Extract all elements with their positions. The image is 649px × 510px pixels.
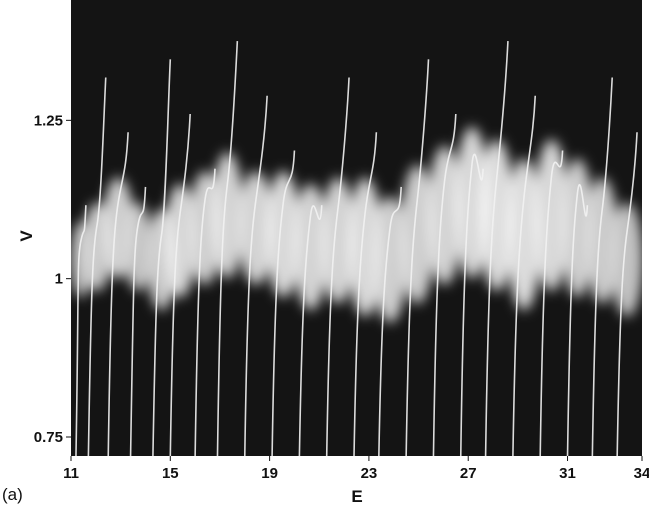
x-tick-label: 31: [559, 465, 576, 482]
resonance-glow: [293, 183, 328, 311]
resonance-glow: [479, 139, 514, 292]
resonance-line: [591, 77, 614, 456]
resonance-glow: [586, 177, 619, 304]
resonance-line: [298, 205, 323, 456]
resonance-glow: [506, 158, 542, 311]
resonance-line: [87, 77, 107, 456]
resonance-line: [539, 150, 564, 456]
resonance-line: [129, 186, 147, 456]
x-tick-label: 27: [460, 465, 477, 482]
resonance-line: [107, 132, 129, 456]
x-axis-label: E: [351, 487, 362, 506]
resonance-line: [216, 41, 239, 456]
y-tick-label: 0.75: [34, 429, 63, 446]
resonance-line: [405, 59, 430, 456]
resonance-glow: [164, 183, 197, 298]
resonance-glow: [124, 202, 152, 292]
resonance-line: [459, 153, 484, 456]
panel-label: (a): [2, 485, 23, 504]
x-tick-label: 34: [634, 465, 649, 482]
resonance-glow: [561, 158, 594, 298]
y-tick-label: 1.25: [34, 112, 63, 129]
resonance-line: [378, 186, 402, 456]
x-tick-label: 19: [261, 465, 278, 482]
resonance-glow: [372, 196, 408, 323]
resonance-glow: [211, 152, 244, 279]
y-tick-label: 1: [55, 271, 63, 288]
resonance-glow: [266, 171, 301, 298]
resonance-glow: [534, 139, 569, 292]
resonance-line: [566, 184, 589, 456]
resonance-line: [484, 41, 509, 456]
x-tick-label: 23: [361, 465, 378, 482]
resonance-glow: [427, 145, 462, 285]
resonance-line: [512, 95, 537, 456]
resonance-line: [271, 150, 296, 456]
resonance-line: [75, 205, 87, 456]
resonance-glow: [400, 164, 435, 304]
resonance-line: [353, 132, 378, 456]
resonance-glow: [454, 126, 490, 279]
resonance-glow: [611, 202, 642, 317]
resonance-line: [152, 59, 172, 456]
resonance-line: [194, 168, 216, 456]
x-tick-label: 15: [162, 465, 179, 482]
resonance-glow: [238, 171, 274, 285]
heatmap-glow-layer: [71, 126, 642, 323]
resonance-line: [243, 95, 268, 456]
resonance-glow: [320, 177, 356, 304]
resonance-line: [169, 113, 191, 456]
y-axis-ticks: 0.75 1 1.25: [34, 112, 71, 446]
resonance-glow: [348, 177, 383, 317]
x-tick-label: 11: [63, 465, 79, 482]
resonance-line: [325, 77, 350, 456]
resonance-line: [432, 113, 457, 456]
resonance-line: [616, 132, 638, 456]
x-axis-ticks: 11 15 19 23 27 31 34: [63, 456, 649, 482]
resonance-lines-layer: [75, 41, 638, 456]
y-axis-label: V: [17, 230, 36, 242]
